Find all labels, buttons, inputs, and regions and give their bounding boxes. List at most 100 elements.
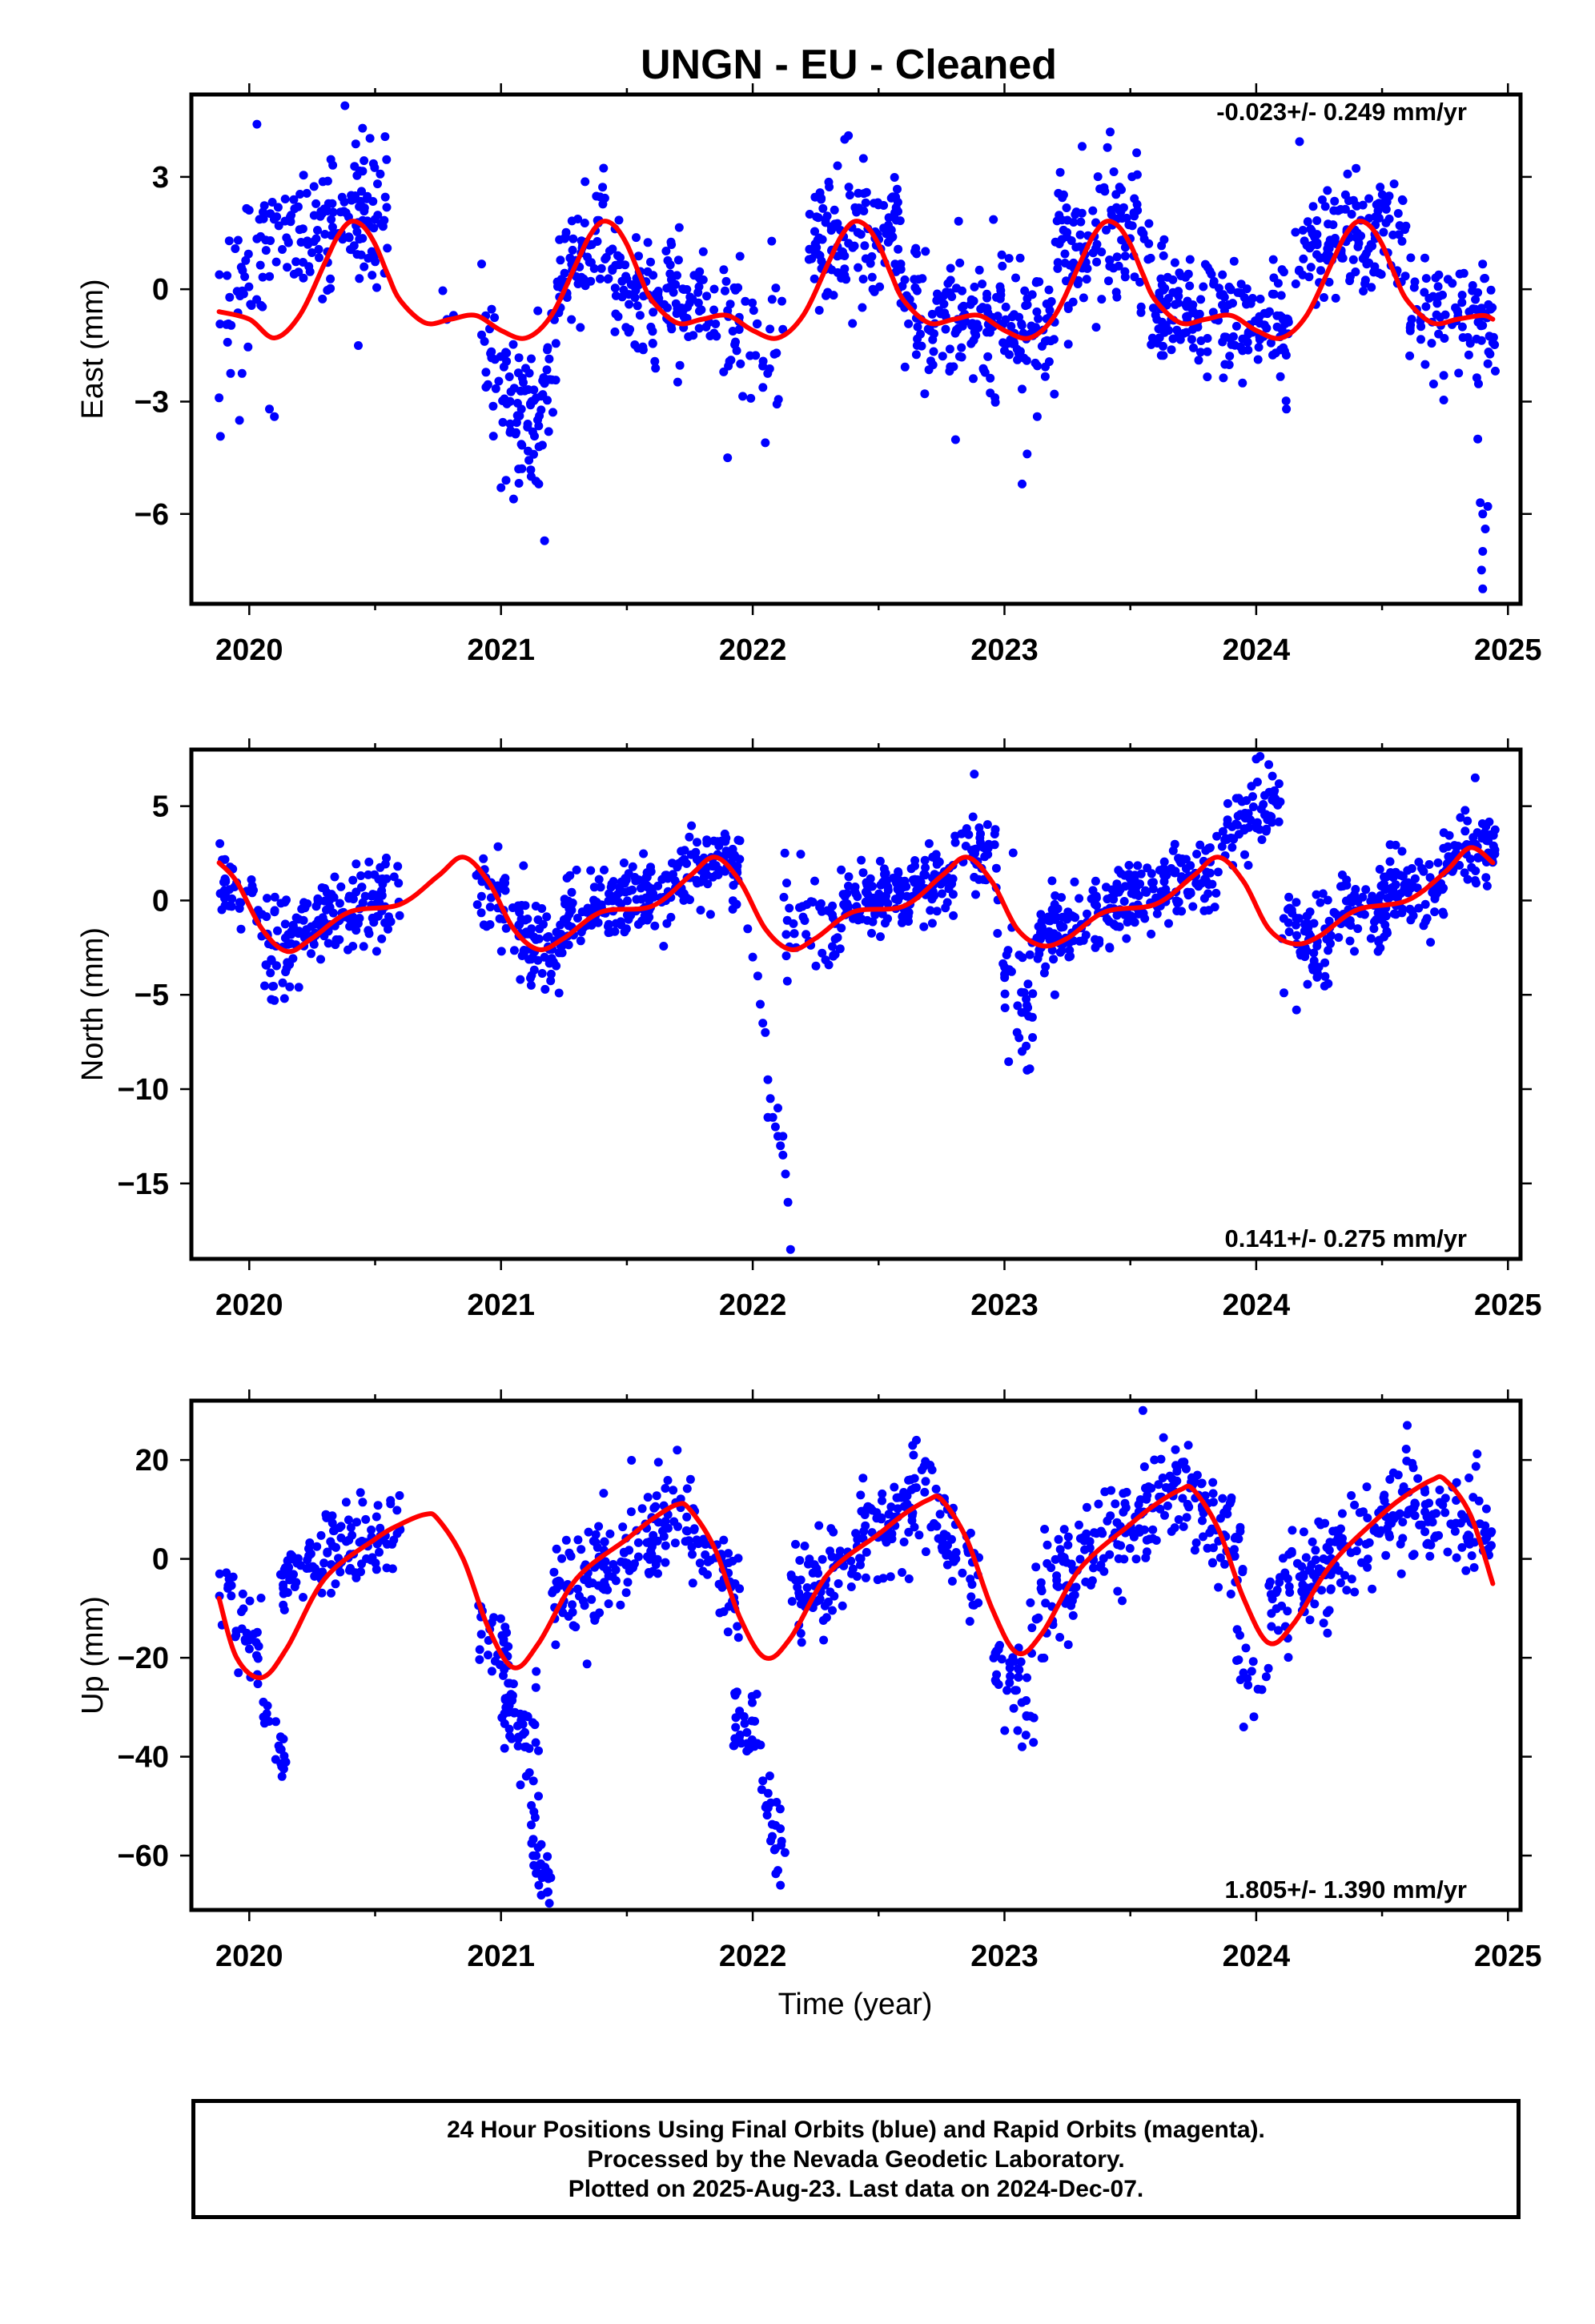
data-point <box>1239 1723 1248 1731</box>
data-point <box>1364 214 1374 223</box>
data-point <box>1034 922 1043 931</box>
data-point <box>919 922 929 931</box>
data-point <box>1264 307 1274 316</box>
data-point <box>1249 1712 1259 1722</box>
data-point <box>878 1489 887 1498</box>
data-point <box>858 154 868 163</box>
data-point <box>989 1653 998 1663</box>
data-point <box>1025 950 1035 959</box>
data-point <box>222 320 231 329</box>
data-point <box>946 263 955 273</box>
data-point <box>1194 356 1203 365</box>
data-point <box>982 328 991 337</box>
data-point <box>524 385 533 394</box>
data-point <box>1287 1548 1296 1558</box>
y-tick-label: 3 <box>152 161 169 195</box>
data-point <box>681 1537 690 1546</box>
data-point <box>243 249 253 259</box>
data-point <box>829 291 838 300</box>
data-point <box>543 1852 552 1861</box>
data-point <box>957 343 966 352</box>
data-point <box>649 889 658 899</box>
data-point <box>934 1534 943 1543</box>
data-point <box>818 948 827 958</box>
data-point <box>589 883 599 892</box>
data-point <box>360 207 369 216</box>
data-point <box>678 305 688 315</box>
data-point <box>993 929 1002 938</box>
data-point <box>884 213 894 223</box>
data-point <box>1274 779 1284 789</box>
data-point <box>1348 195 1358 205</box>
data-point <box>1473 854 1483 862</box>
data-point <box>519 861 528 870</box>
data-point <box>1118 1596 1127 1606</box>
data-point <box>1433 858 1443 867</box>
data-point <box>687 1542 697 1552</box>
data-point <box>1299 254 1308 263</box>
data-point <box>1228 299 1237 308</box>
data-point <box>883 899 893 908</box>
data-point <box>1168 275 1178 284</box>
data-point <box>1443 842 1452 851</box>
data-point <box>1191 1538 1201 1547</box>
data-point <box>501 923 511 933</box>
data-point <box>256 1594 266 1602</box>
data-point <box>238 286 247 296</box>
data-point <box>571 1622 581 1632</box>
data-point <box>844 881 853 891</box>
data-point <box>1301 1553 1311 1562</box>
data-point <box>1314 1517 1324 1526</box>
data-point <box>1423 1511 1432 1521</box>
data-point <box>659 1532 669 1541</box>
data-point <box>1337 1537 1347 1546</box>
data-point <box>723 1627 733 1637</box>
data-point <box>931 1484 941 1494</box>
data-point <box>610 327 620 336</box>
data-point <box>1023 1003 1033 1012</box>
data-point <box>888 192 898 202</box>
data-point <box>1147 340 1156 349</box>
data-point <box>1324 277 1334 287</box>
data-point <box>327 215 336 224</box>
data-point <box>344 945 352 955</box>
data-point <box>326 274 335 283</box>
data-point <box>688 1550 697 1559</box>
data-point <box>748 298 757 308</box>
data-point <box>1486 285 1496 295</box>
data-point <box>777 296 786 306</box>
data-point <box>1013 1726 1022 1735</box>
data-point <box>938 352 947 361</box>
data-point <box>1397 908 1407 918</box>
data-point <box>527 354 536 364</box>
data-point <box>330 872 339 882</box>
data-point <box>650 356 660 366</box>
data-point <box>937 889 946 899</box>
data-point <box>1296 947 1305 957</box>
data-point <box>1470 773 1480 782</box>
data-point <box>721 286 729 296</box>
data-point <box>1381 911 1391 921</box>
data-point <box>534 479 544 489</box>
data-point <box>496 483 506 493</box>
data-point <box>1380 885 1390 895</box>
data-point <box>259 1719 269 1728</box>
data-point <box>1117 235 1127 245</box>
data-point <box>890 1482 899 1492</box>
data-point <box>967 1580 977 1589</box>
data-point <box>529 1860 539 1870</box>
data-point <box>1366 239 1376 249</box>
data-point <box>544 1899 554 1908</box>
data-point <box>516 1780 525 1790</box>
data-point <box>1410 277 1420 287</box>
data-point <box>990 1675 1000 1685</box>
data-point <box>1028 989 1038 999</box>
data-point <box>1472 373 1481 383</box>
data-point <box>1420 899 1430 909</box>
data-point <box>591 1530 601 1539</box>
data-point <box>661 1484 670 1493</box>
data-point <box>326 283 335 293</box>
data-point <box>910 856 920 865</box>
data-point <box>777 1840 786 1850</box>
data-point <box>653 881 663 891</box>
